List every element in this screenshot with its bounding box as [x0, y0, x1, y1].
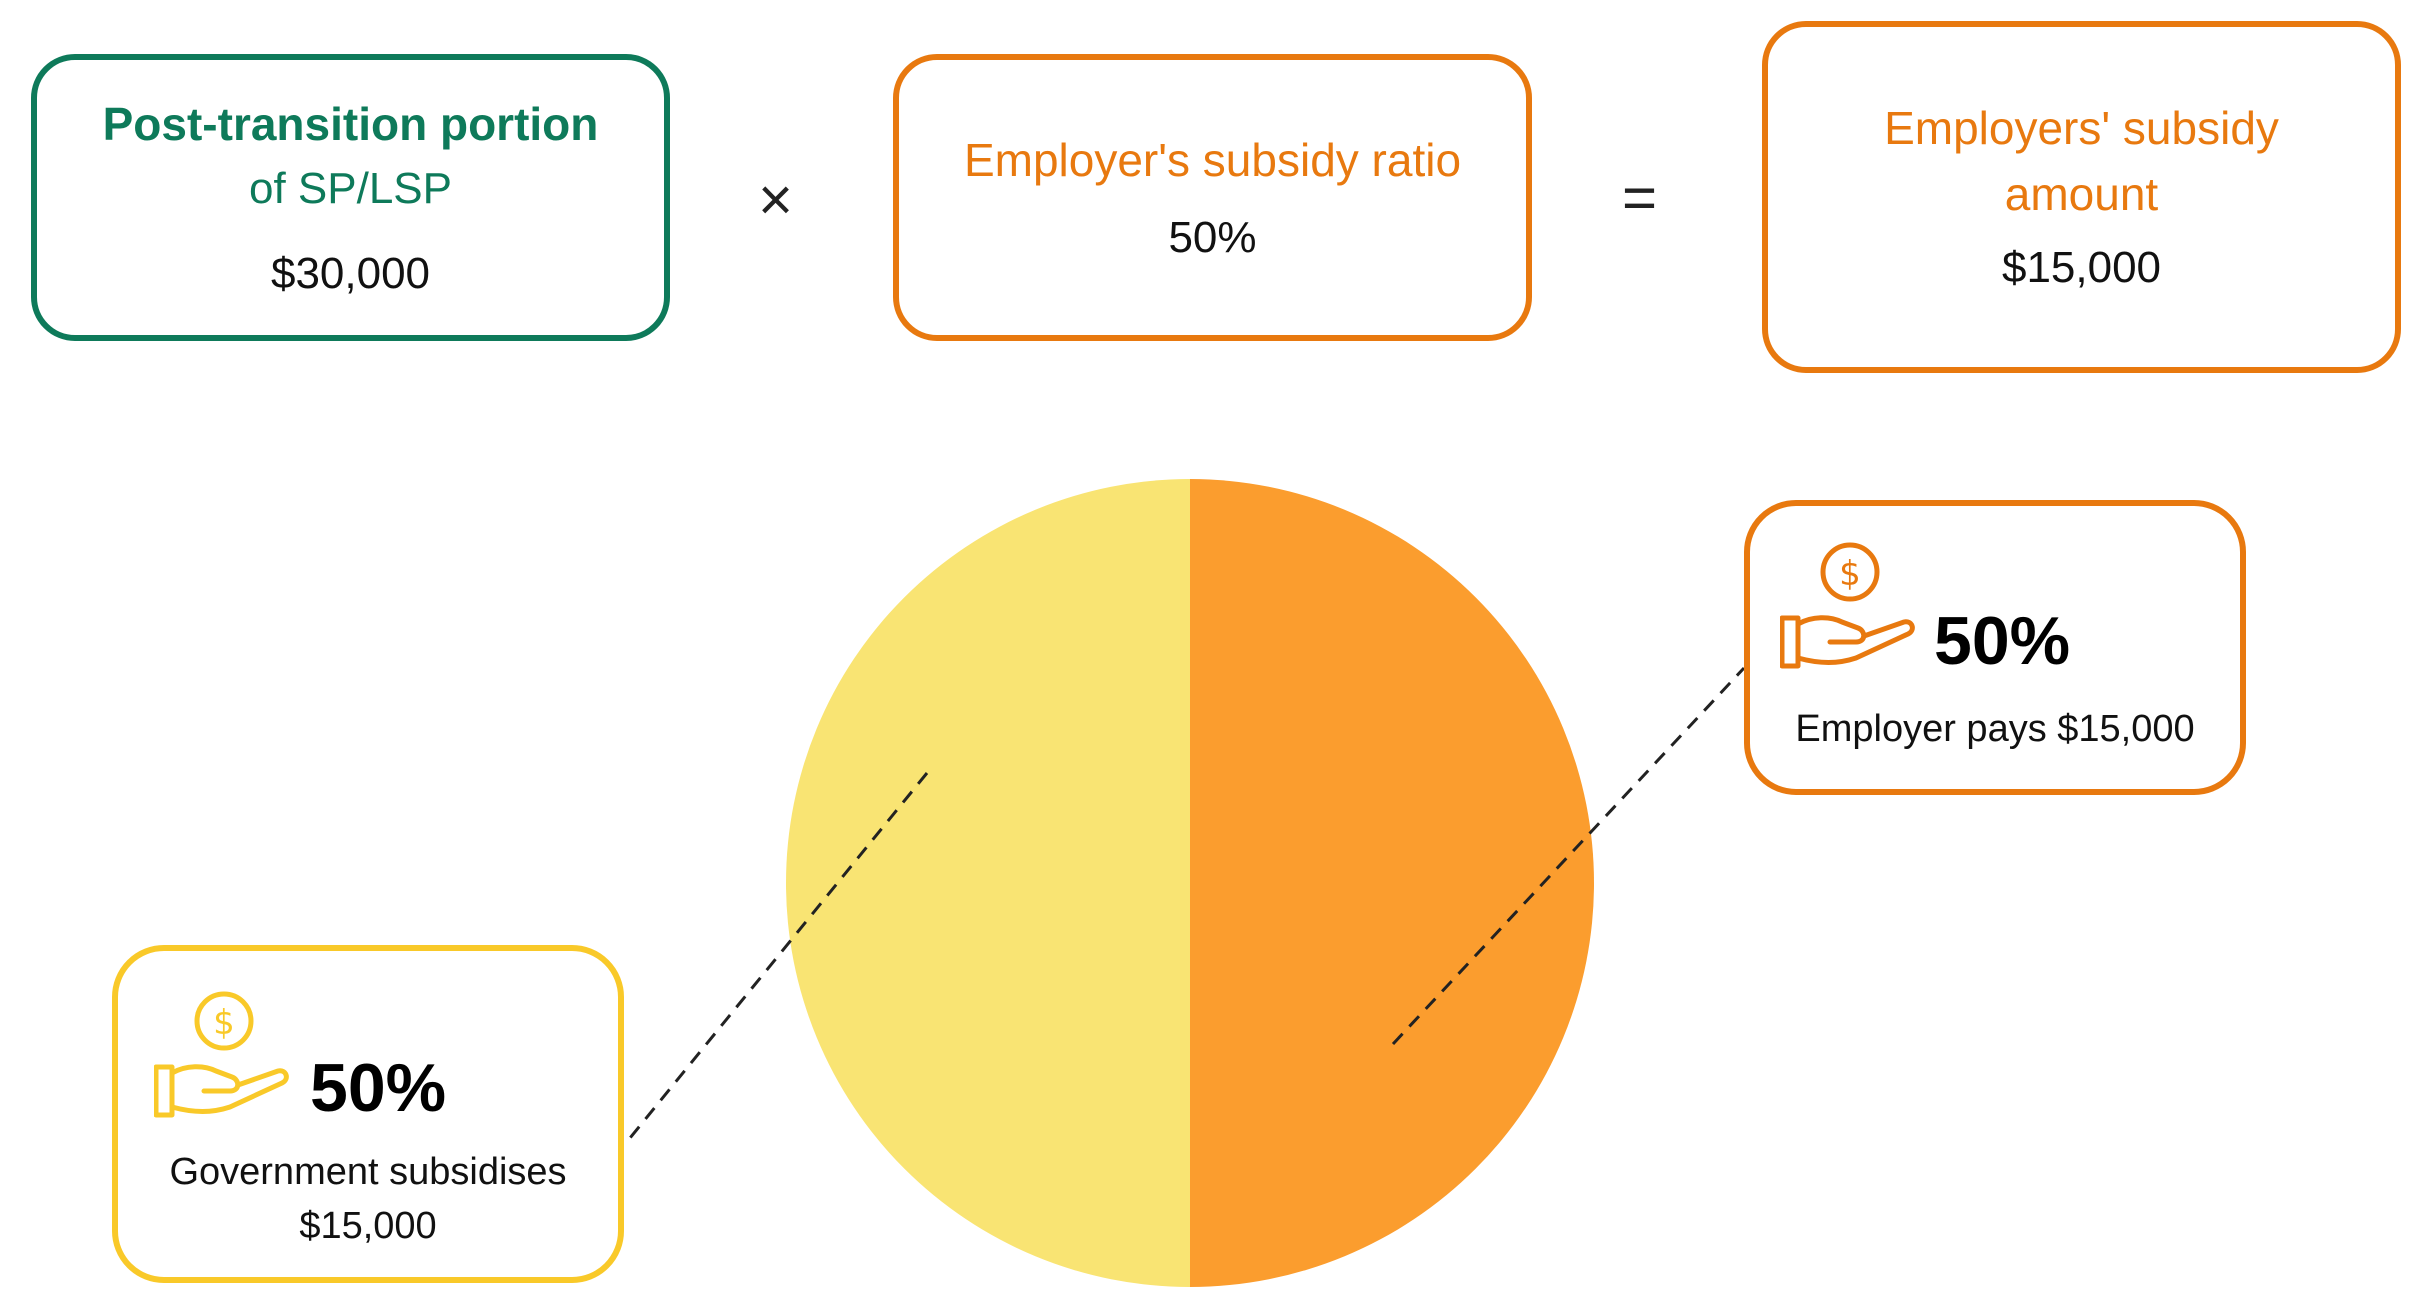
post-transition-portion-box: Post-transition portion of SP/LSP $30,00… [31, 54, 670, 341]
employer-subsidy-ratio-box: Employer's subsidy ratio 50% [893, 54, 1532, 341]
subsidy-ratio-value: 50% [1168, 212, 1257, 262]
multiply-operator: × [758, 166, 794, 233]
subsidy-pie-chart [786, 479, 1594, 1287]
pie-slice-employer [1190, 479, 1594, 1287]
government-connector-line [628, 772, 929, 1139]
hand-coin-icon: $ [1780, 542, 1915, 669]
subsidy-amount-title-line1: Employers' subsidy [1884, 102, 2279, 154]
government-description: Government subsidises $15,000 [118, 1145, 618, 1253]
government-description-line2: $15,000 [299, 1205, 437, 1247]
subsidy-amount-value: $15,000 [2001, 243, 2162, 292]
hand-coin-icon: $ [154, 991, 289, 1118]
government-callout: $ 50% Government subsidises $15,000 [112, 945, 624, 1283]
svg-text:$: $ [1839, 554, 1861, 594]
employer-subsidy-amount-box: Employers' subsidy amount $15,000 [1762, 21, 2401, 373]
subsidy-amount-title-line2: amount [2004, 168, 2159, 220]
employer-description: Employer pays $15,000 [1795, 708, 2195, 750]
post-transition-subtitle: of SP/LSP [248, 163, 452, 213]
employer-connector-line [1391, 666, 1746, 1046]
government-description-line1: Government subsidises [169, 1151, 567, 1193]
post-transition-value: $30,000 [270, 248, 431, 298]
government-percent: 50% [310, 1050, 447, 1126]
subsidy-ratio-title: Employer's subsidy ratio [963, 133, 1462, 186]
employer-percent: 50% [1934, 603, 2071, 679]
svg-text:$: $ [213, 1003, 235, 1043]
equals-operator: = [1622, 164, 1658, 231]
employer-callout: $ 50% Employer pays $15,000 [1744, 500, 2246, 795]
post-transition-title: Post-transition portion [102, 97, 599, 150]
pie-slice-government [786, 479, 1190, 1287]
